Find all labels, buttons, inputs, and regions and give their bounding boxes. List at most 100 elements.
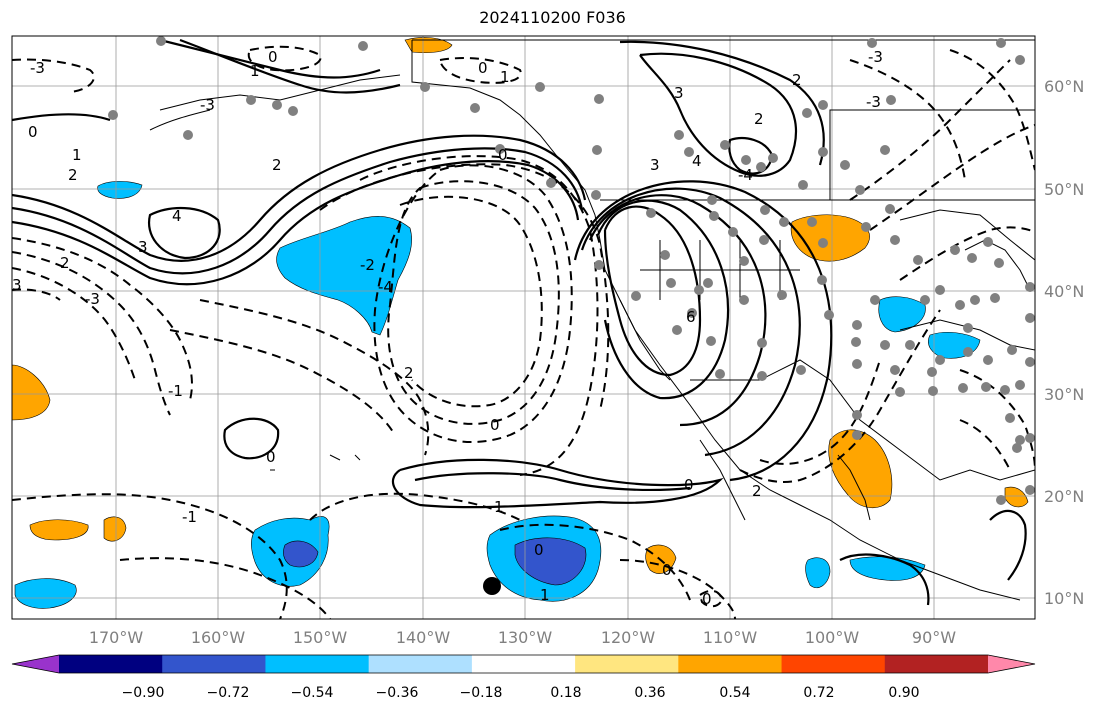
contour-label: 6 (686, 308, 696, 326)
map-border (11, 35, 1036, 620)
contour-label: -2 (360, 256, 375, 274)
colorbar-tick-label: 0.18 (550, 685, 581, 701)
longitude-label: 100°W (805, 628, 860, 647)
positive-area-east-edge (1004, 486, 1029, 508)
contour-label: 2 (754, 110, 764, 128)
contour-label: 2 (68, 166, 78, 184)
contour-label: -1 (182, 508, 197, 526)
contour-label: 3 (674, 84, 684, 102)
latitude-label: 60°N (1044, 77, 1084, 96)
colorbar-extend-max (988, 655, 1035, 673)
contour-label: 4 (172, 207, 182, 225)
latitude-label: 40°N (1044, 282, 1084, 301)
contour-label: 0 (662, 561, 672, 579)
highlighted-station-marker (483, 577, 501, 595)
contour-label: 3 (650, 156, 660, 174)
longitude-label: 110°W (703, 628, 758, 647)
negative-strong-hawaii-south (283, 540, 319, 568)
contour-label: 0 (498, 146, 508, 164)
contour-label: -3 (30, 59, 45, 77)
colorbar (11, 654, 1036, 674)
contour-label: 0 (268, 48, 278, 66)
longitude-label: 160°W (191, 628, 246, 647)
positive-area-south-pacific (29, 519, 89, 541)
contour-label: 1 (494, 498, 504, 516)
contour-label: 2 (404, 364, 414, 382)
colorbar-tick-label: −0.36 (376, 685, 419, 701)
contour-label: -3 (85, 290, 100, 308)
colorbar-segment (678, 655, 783, 673)
longitude-label: 140°W (396, 628, 451, 647)
colorbar-tick-label: −0.72 (207, 685, 250, 701)
station-markers (108, 36, 1035, 505)
negative-area-alaska (97, 181, 143, 199)
colorbar-segment (368, 655, 473, 673)
negative-area-mexico-south (805, 557, 831, 589)
contour-label: -3 (866, 93, 881, 111)
positive-area-south-pacific-2 (103, 516, 127, 542)
latitude-label: 20°N (1044, 487, 1084, 506)
colorbar-tick-label: 0.54 (719, 685, 750, 701)
contour-label: 2 (272, 156, 282, 174)
contour-label: 1 (250, 62, 260, 80)
contour-labels: -3 0 1 2 1 2 0 3 4 3 2 -3 -3 0 1 2 -3 -4… (12, 48, 883, 608)
latitude-label: 50°N (1044, 180, 1084, 199)
contour-label: -4 (378, 278, 393, 296)
longitude-label: 90°W (912, 628, 956, 647)
contour-label: 3 (12, 276, 22, 294)
colorbar-segment (471, 655, 576, 673)
longitude-axis: 170°W 160°W 150°W 140°W 130°W 120°W 110°… (89, 628, 956, 647)
contour-label: -3 (868, 48, 883, 66)
contour-label: 2 (792, 71, 802, 89)
colorbar-labels: −0.90 −0.72 −0.54 −0.36 −0.18 0.18 0.36 … (122, 685, 920, 701)
solid-contours (12, 38, 1027, 606)
dashed-contours (12, 45, 1035, 619)
colorbar-segment (781, 655, 886, 673)
colorbar-extend-min (12, 655, 59, 673)
contour-label: 0 (266, 448, 276, 466)
contour-label: 1 (540, 586, 550, 604)
map-title: 2024110200 F036 (479, 8, 626, 27)
longitude-label: 170°W (89, 628, 144, 647)
positive-area-west-edge (12, 364, 51, 421)
colorbar-segment (59, 655, 163, 673)
negative-area-southwest (14, 578, 77, 609)
colorbar-outline (11, 654, 1036, 674)
contour-label: 2 (60, 254, 70, 272)
colorbar-tick-label: −0.90 (122, 685, 165, 701)
longitude-label: 130°W (498, 628, 553, 647)
contour-label: 0 (478, 59, 488, 77)
contour-label: 0 (684, 476, 694, 494)
colorbar-segment (265, 655, 370, 673)
contour-label: 1 (500, 68, 510, 86)
colorbar-segment (162, 655, 266, 673)
colorbar-tick-label: −0.18 (460, 685, 503, 701)
contour-label: -1 (168, 382, 183, 400)
shaded-anomaly-areas (12, 37, 1029, 609)
contour-label: 0 (28, 123, 38, 141)
colorbar-tick-label: 0.90 (888, 685, 919, 701)
graticule (12, 36, 1035, 619)
colorbar-tick-label: −0.54 (291, 685, 334, 701)
colorbar-segment (575, 655, 679, 673)
contour-label: 3 (138, 238, 148, 256)
longitude-label: 120°W (601, 628, 656, 647)
latitude-axis: 60°N 50°N 40°N 30°N 20°N 10°N (1044, 77, 1084, 608)
contour-label: 1 (72, 146, 82, 164)
negative-area-us-central (878, 296, 926, 333)
contour-label: 0 (534, 541, 544, 559)
contour-label: 2 (752, 482, 762, 500)
contour-label: 0 (490, 416, 500, 434)
positive-area-canada-north (404, 37, 453, 54)
colorbar-tick-label: 0.72 (803, 685, 834, 701)
latitude-label: 10°N (1044, 589, 1084, 608)
colorbar-segment (884, 655, 989, 673)
contour-label: -3 (200, 96, 215, 114)
latitude-label: 30°N (1044, 385, 1084, 404)
contour-label: 0 (702, 590, 712, 608)
longitude-label: 150°W (293, 628, 348, 647)
positive-area-mexico (828, 429, 893, 508)
colorbar-tick-label: 0.36 (634, 685, 665, 701)
contour-label: 4 (692, 152, 702, 170)
